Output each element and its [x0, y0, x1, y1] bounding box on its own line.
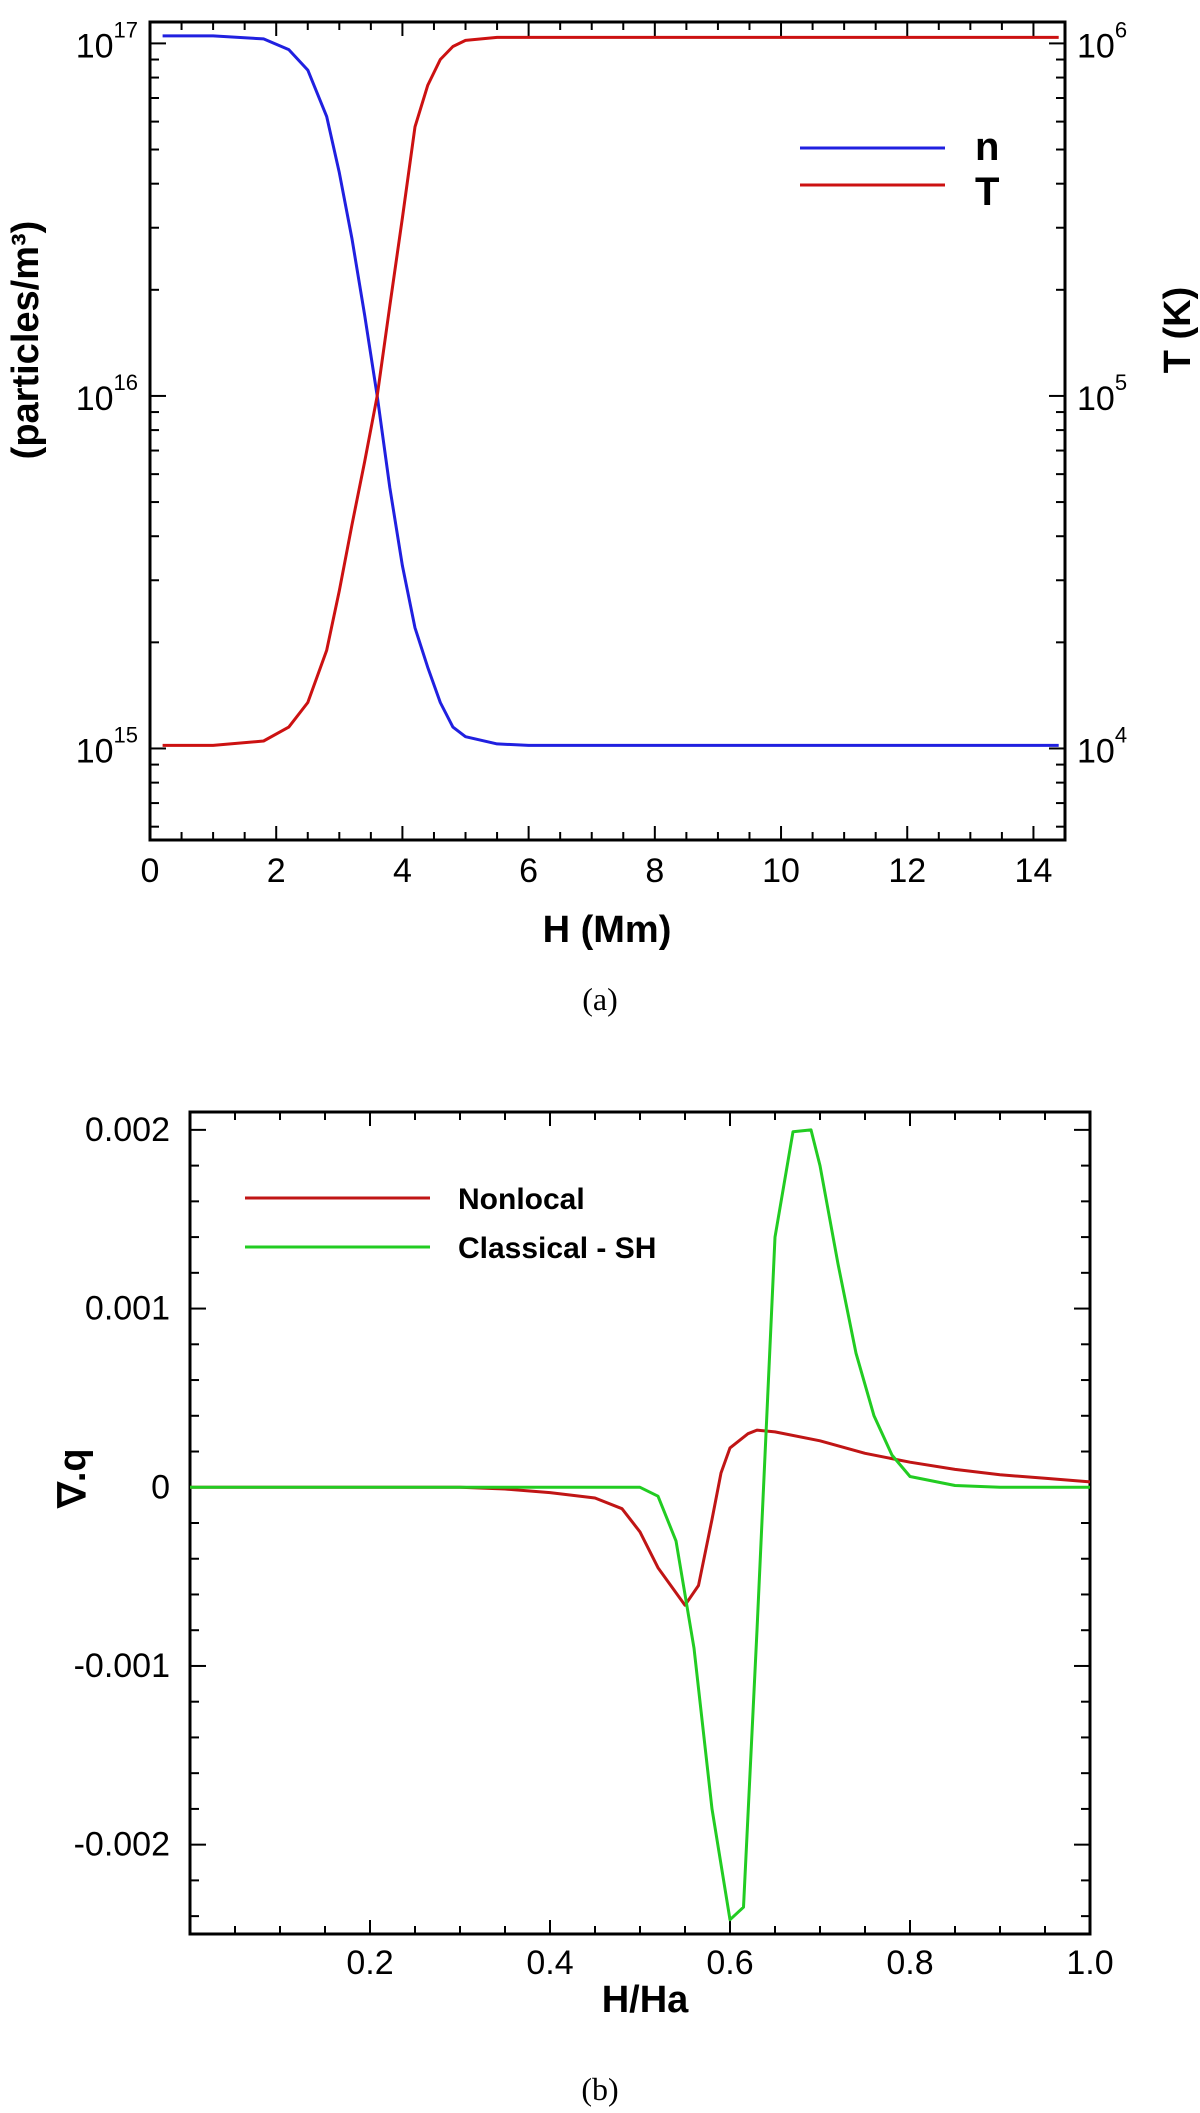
panel-b-tick-marks [189, 1112, 1091, 1934]
panel-a-left-tick-label: 1017 [76, 17, 138, 65]
panel-a-legend: n T [800, 125, 999, 214]
legend-label-classical-sh: Classical - SH [458, 1232, 656, 1265]
panel-a-tick-marks [149, 22, 1066, 840]
panel-a-x-tick-label: 8 [645, 852, 664, 890]
legend-label-nonlocal: Nonlocal [458, 1183, 585, 1216]
panel-a-x-tick-label: 14 [1015, 852, 1053, 890]
panel-b-y-tick-label: 0 [151, 1468, 170, 1506]
panel-b-series [190, 1128, 1091, 1922]
panel-b-y-tick-label: 0.001 [85, 1290, 170, 1328]
panel-a-x-axis-label: H (Mm) [543, 909, 672, 951]
series-line-nonlocal [190, 1428, 1091, 1607]
panel-a-x-tick-label: 4 [393, 852, 412, 890]
panel-b-y-tick-label: -0.001 [74, 1647, 170, 1685]
panel-a-left-tick-label: 1016 [76, 370, 138, 418]
panel-b-y-tick-label: 0.002 [85, 1111, 170, 1149]
panel-b-x-tick-labels: 0.2 0.4 0.6 0.8 1.0 [346, 1944, 1113, 1982]
panel-a-right-tick-labels: 104 105 106 [1077, 17, 1127, 770]
panel-a-x-tick-label: 12 [888, 852, 926, 890]
panel-a-x-tick-label: 6 [519, 852, 538, 890]
series-line-t [162, 35, 1059, 747]
panel-a-x-tick-label: 2 [267, 852, 286, 890]
panel-b-x-tick-label: 0.2 [346, 1944, 393, 1982]
series-line-n [162, 34, 1059, 747]
panel-a-caption: (a) [582, 981, 618, 1017]
panel-a-left-tick-labels: 1015 1016 1017 [76, 17, 138, 770]
panel-b-x-tick-label: 0.6 [706, 1944, 753, 1982]
panel-b-x-tick-label: 0.4 [526, 1944, 573, 1982]
legend-label-t: T [975, 170, 999, 214]
panel-b-y-axis-label: ∇.q [52, 1448, 94, 1508]
panel-a-x-tick-label: 10 [762, 852, 800, 890]
panel-a-x-tick-label: 0 [141, 852, 160, 890]
panel-a-right-tick-label: 104 [1077, 722, 1127, 770]
panel-a-right-axis-label: T (K) [1157, 287, 1199, 374]
series-line-classical-sh [190, 1128, 1090, 1922]
panel-a-x-tick-labels: 0 2 4 6 8 10 12 14 [141, 852, 1053, 890]
panel-a-plot-frame [148, 20, 1067, 842]
panel-a-right-tick-label: 105 [1077, 370, 1127, 418]
panel-a-series [162, 34, 1059, 747]
panel-b-y-tick-label: -0.002 [74, 1826, 170, 1864]
panel-b-x-tick-label: 0.8 [886, 1944, 933, 1982]
panel-a-left-axis-label: (particles/m³) [5, 221, 47, 460]
panel-b-y-tick-labels: 0.002 0.001 0 -0.001 -0.002 [74, 1111, 170, 1864]
panel-a-right-tick-label: 106 [1077, 17, 1127, 65]
panel-a-chart: 0 2 4 6 8 10 12 14 1015 1016 1017 104 105 106 H (Mm… [5, 17, 1199, 1017]
panel-b-chart: 0.2 0.4 0.6 0.8 1.0 0.0020.0010-0.001-0.002 … [52, 1110, 1114, 2107]
panel-b-x-tick-label: 1.0 [1066, 1944, 1113, 1982]
legend-label-n: n [975, 125, 999, 169]
panel-a-left-tick-label: 1015 [76, 722, 138, 770]
panel-b-x-axis-label: H/Ha [602, 1979, 689, 2021]
panel-b-caption: (b) [581, 2071, 618, 2107]
panel-b-legend: Nonlocal Classical - SH [245, 1183, 656, 1265]
